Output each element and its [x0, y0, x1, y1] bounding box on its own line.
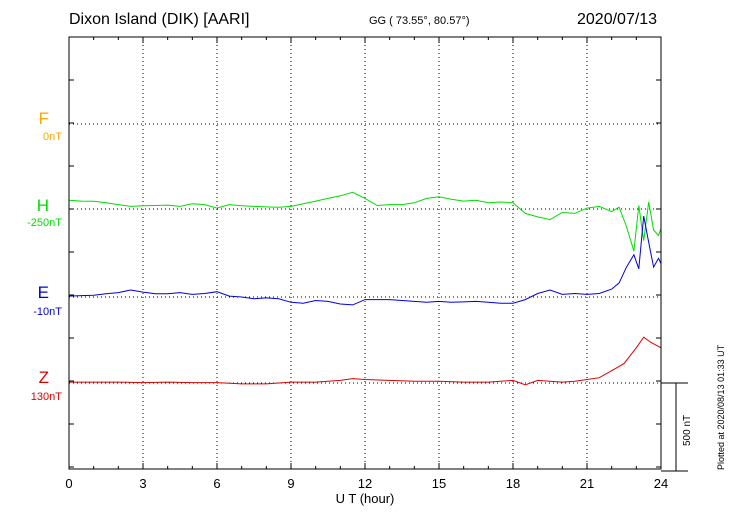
baseline-label-f: 0nT — [43, 131, 62, 143]
component-label-f: F — [38, 109, 49, 128]
x-tick-label-15: 15 — [432, 476, 446, 491]
baseline-label-h: -250nT — [27, 217, 62, 229]
component-label-h: H — [36, 196, 49, 215]
x-tick-label-3: 3 — [139, 476, 146, 491]
series-line-z — [69, 336, 662, 386]
baseline-label-z: 130nT — [30, 391, 62, 403]
station-title: Dixon Island (DIK) [AARI] — [69, 11, 250, 28]
x-tick-label-24: 24 — [654, 476, 668, 491]
x-tick-label-9: 9 — [287, 476, 294, 491]
component-label-z: Z — [38, 368, 49, 387]
series-line-e — [68, 215, 662, 306]
x-tick-label-18: 18 — [506, 476, 520, 491]
baseline-label-e: -10nT — [33, 306, 62, 318]
x-axis-label: U T (hour) — [336, 491, 395, 506]
date-label: 2020/07/13 — [577, 11, 658, 28]
geographic-coordinates: GG ( 73.55°, 80.57°) — [369, 15, 470, 27]
x-tick-label-6: 6 — [213, 476, 220, 491]
x-tick-label-0: 0 — [65, 476, 72, 491]
x-tick-label-12: 12 — [358, 476, 372, 491]
series-line-h — [68, 191, 662, 252]
x-tick-label-21: 21 — [580, 476, 594, 491]
component-label-e: E — [37, 283, 49, 302]
